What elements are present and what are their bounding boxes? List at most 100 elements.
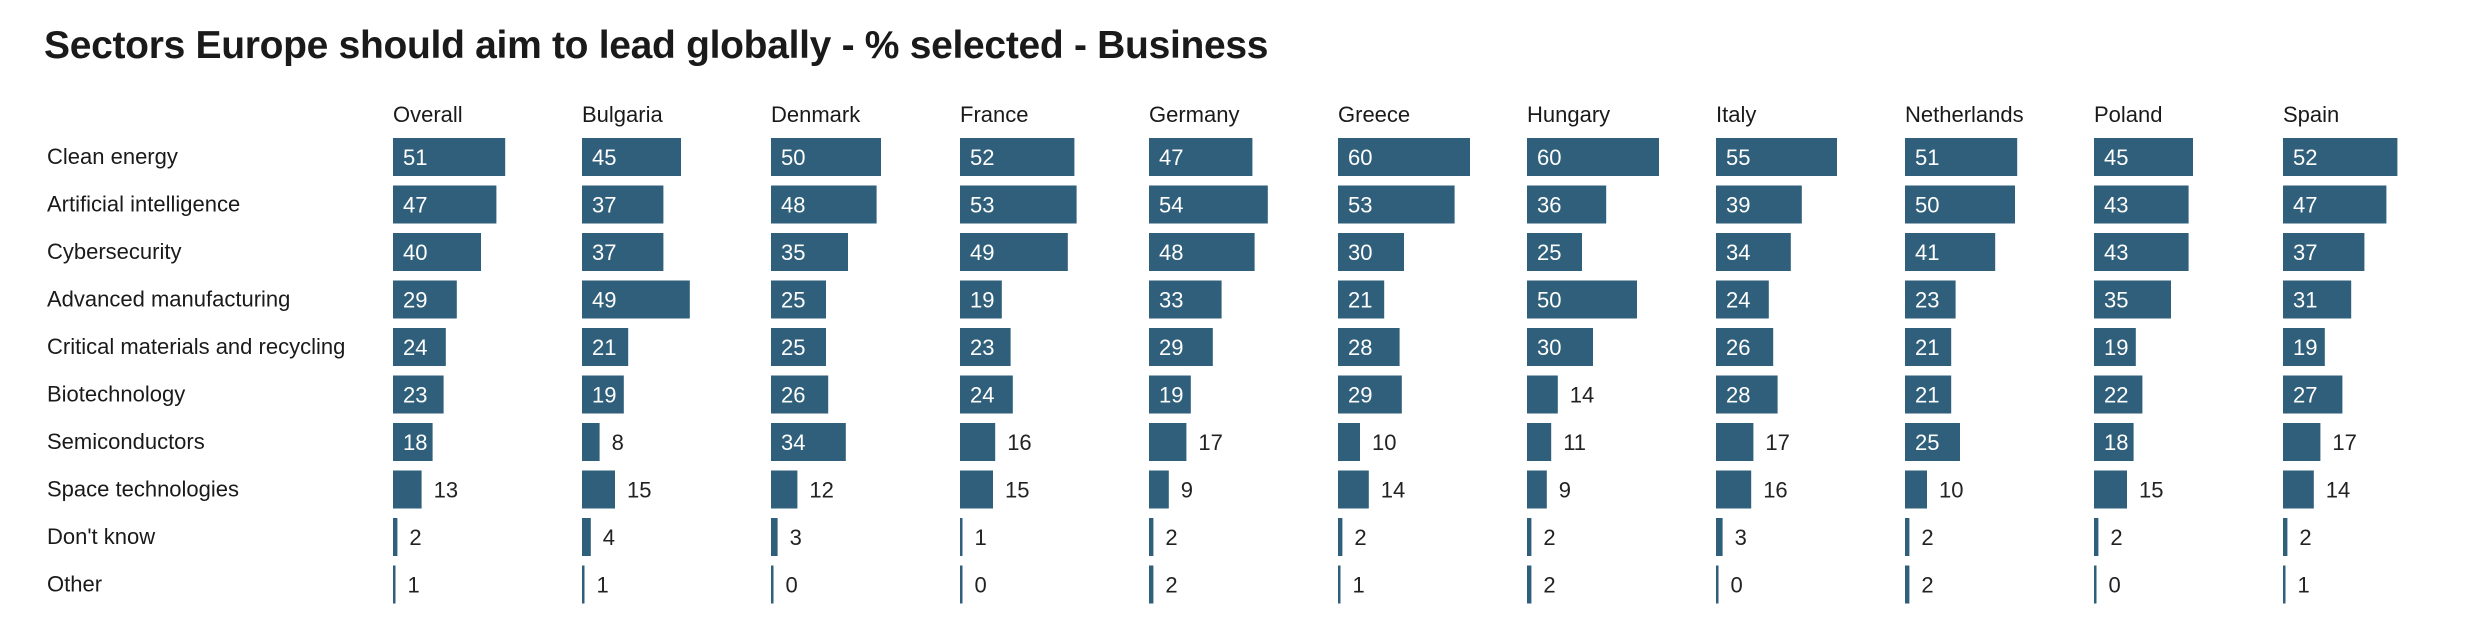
bar — [2283, 328, 2325, 366]
bar — [2094, 233, 2189, 271]
data-label: 24 — [403, 335, 427, 360]
bar — [1905, 565, 1910, 604]
bar — [2094, 328, 2136, 366]
data-label: 55 — [1726, 145, 1750, 170]
bar — [1716, 280, 1769, 319]
data-label: 31 — [2293, 288, 2317, 313]
bar — [393, 375, 444, 414]
data-label: 48 — [1159, 240, 1183, 265]
bar — [582, 328, 629, 366]
data-label: 2 — [1543, 525, 1555, 550]
data-label: 29 — [1159, 335, 1183, 360]
panel-header: Overall — [393, 102, 463, 127]
data-label: 50 — [781, 145, 805, 170]
data-label: 2 — [1165, 573, 1177, 598]
data-label: 51 — [403, 145, 427, 170]
bar — [393, 138, 506, 176]
bar — [960, 328, 1011, 366]
bar — [1905, 233, 1996, 271]
bar — [393, 423, 433, 461]
data-label: 2 — [1543, 573, 1555, 598]
bar — [2283, 280, 2352, 319]
data-label: 14 — [1381, 478, 1405, 503]
data-label: 15 — [2139, 478, 2163, 503]
bar — [1338, 518, 1343, 556]
category-label: Biotechnology — [47, 382, 185, 407]
bar — [1338, 233, 1404, 271]
bar — [1338, 375, 1402, 414]
data-label: 0 — [786, 573, 798, 598]
bar — [1149, 233, 1255, 271]
data-label: 9 — [1181, 478, 1193, 503]
bar — [2283, 423, 2321, 461]
data-label: 8 — [612, 430, 624, 455]
bar — [771, 423, 846, 461]
bar — [582, 185, 664, 224]
bar — [960, 280, 1002, 319]
bar — [771, 518, 778, 556]
bar — [960, 565, 963, 604]
data-label: 36 — [1537, 193, 1561, 218]
bar — [1149, 185, 1268, 224]
category-label: Artificial intelligence — [47, 192, 240, 217]
data-label: 30 — [1348, 240, 1372, 265]
data-label: 47 — [1159, 145, 1183, 170]
bar — [2094, 565, 2097, 604]
bar — [1149, 138, 1253, 176]
data-label: 22 — [2104, 383, 2128, 408]
bar — [1716, 233, 1791, 271]
bar — [393, 565, 396, 604]
data-label: 53 — [970, 193, 994, 218]
data-label: 19 — [2104, 335, 2128, 360]
data-label: 35 — [2104, 288, 2128, 313]
bar — [2283, 518, 2288, 556]
bar — [1527, 375, 1558, 414]
data-label: 26 — [1726, 335, 1750, 360]
bar — [2094, 375, 2143, 414]
bar — [771, 138, 881, 176]
data-label: 60 — [1348, 145, 1372, 170]
bar — [582, 138, 681, 176]
bar — [771, 565, 774, 604]
data-label: 37 — [2293, 240, 2317, 265]
data-label: 15 — [1005, 478, 1029, 503]
data-label: 3 — [1735, 525, 1747, 550]
data-label: 41 — [1915, 240, 1939, 265]
data-label: 11 — [1563, 430, 1586, 455]
bar — [771, 375, 829, 414]
data-label: 28 — [1348, 335, 1372, 360]
bar — [1149, 565, 1154, 604]
data-label: 4 — [603, 525, 615, 550]
bar — [1527, 423, 1552, 461]
bar — [1149, 423, 1187, 461]
bar — [771, 185, 877, 224]
data-label: 53 — [1348, 193, 1372, 218]
data-label: 1 — [408, 573, 420, 598]
data-label: 2 — [2110, 525, 2122, 550]
data-label: 60 — [1537, 145, 1561, 170]
bar — [393, 185, 497, 224]
data-label: 2 — [1354, 525, 1366, 550]
bar — [582, 423, 600, 461]
bar — [960, 470, 993, 509]
bar — [1716, 328, 1774, 366]
data-label: 21 — [1915, 383, 1939, 408]
bar — [1149, 518, 1154, 556]
category-label: Semiconductors — [47, 429, 205, 454]
bar — [1905, 423, 1960, 461]
bar — [960, 138, 1075, 176]
bar — [582, 375, 624, 414]
category-label: Critical materials and recycling — [47, 334, 345, 359]
data-label: 19 — [2293, 335, 2317, 360]
data-label: 19 — [970, 288, 994, 313]
data-label: 39 — [1726, 193, 1750, 218]
data-label: 34 — [1726, 240, 1750, 265]
bar — [1338, 423, 1360, 461]
data-label: 0 — [2109, 573, 2121, 598]
panel-header: Netherlands — [1905, 102, 2024, 127]
data-label: 2 — [1921, 573, 1933, 598]
data-label: 25 — [1537, 240, 1561, 265]
bar — [1527, 233, 1582, 271]
data-label: 50 — [1537, 288, 1561, 313]
